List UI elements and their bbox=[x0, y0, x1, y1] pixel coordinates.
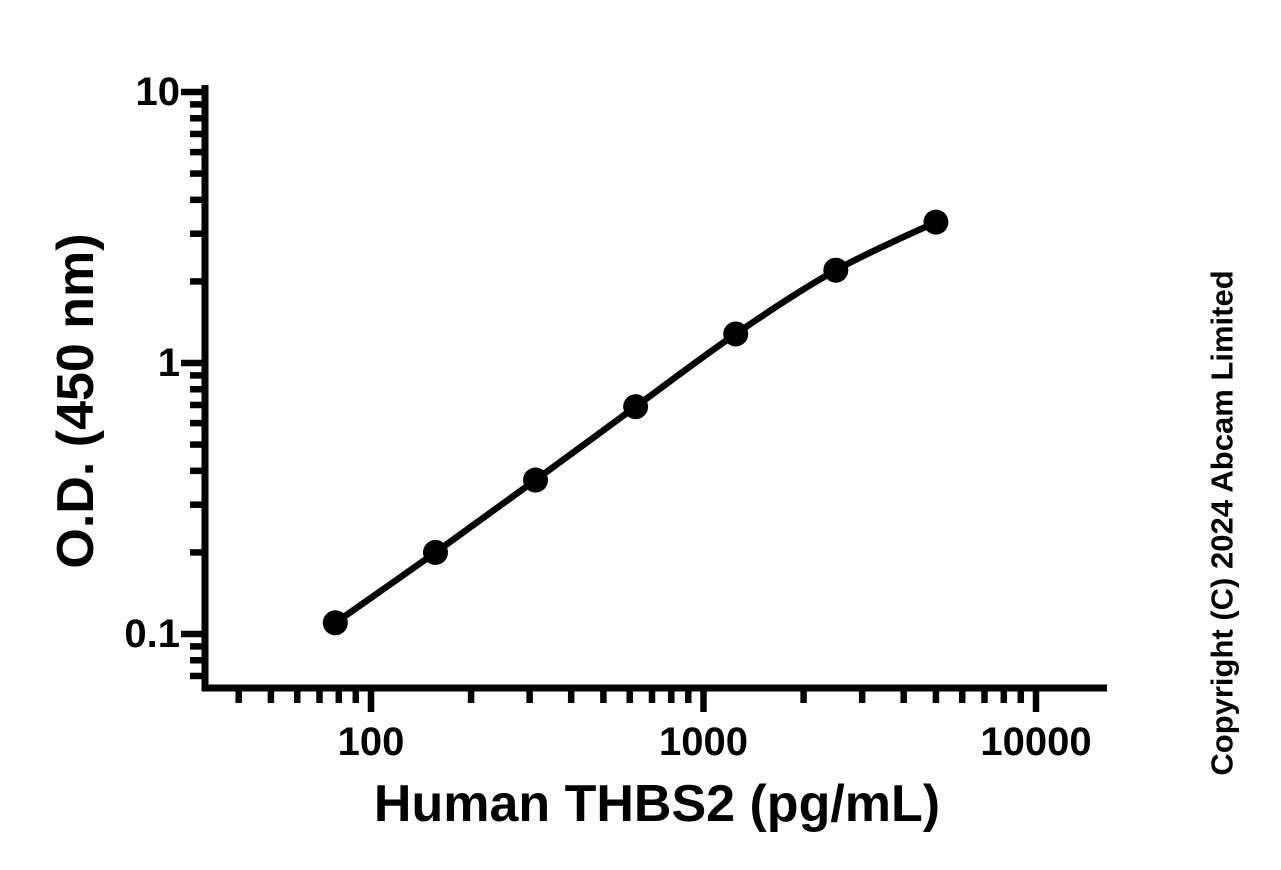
data-point bbox=[623, 394, 649, 420]
data-point bbox=[422, 539, 448, 565]
y-tick-label: 1 bbox=[157, 341, 180, 385]
copyright-text: Copyright (C) 2024 Abcam Limited bbox=[1204, 270, 1240, 776]
data-point bbox=[923, 209, 949, 235]
data-point bbox=[523, 467, 549, 493]
standard-curve-line bbox=[333, 219, 938, 626]
y-tick-label: 0.1 bbox=[124, 612, 180, 656]
data-point bbox=[823, 257, 849, 283]
x-tick-label: 10000 bbox=[980, 720, 1092, 764]
x-tick-label: 1000 bbox=[659, 720, 748, 764]
y-axis-title: O.D. (450 nm) bbox=[47, 233, 105, 569]
x-axis-title: Human THBS2 (pg/mL) bbox=[373, 775, 941, 833]
y-tick-label: 10 bbox=[135, 70, 181, 114]
x-tick-label: 100 bbox=[337, 720, 405, 764]
data-point bbox=[322, 610, 348, 636]
data-point bbox=[723, 321, 749, 347]
